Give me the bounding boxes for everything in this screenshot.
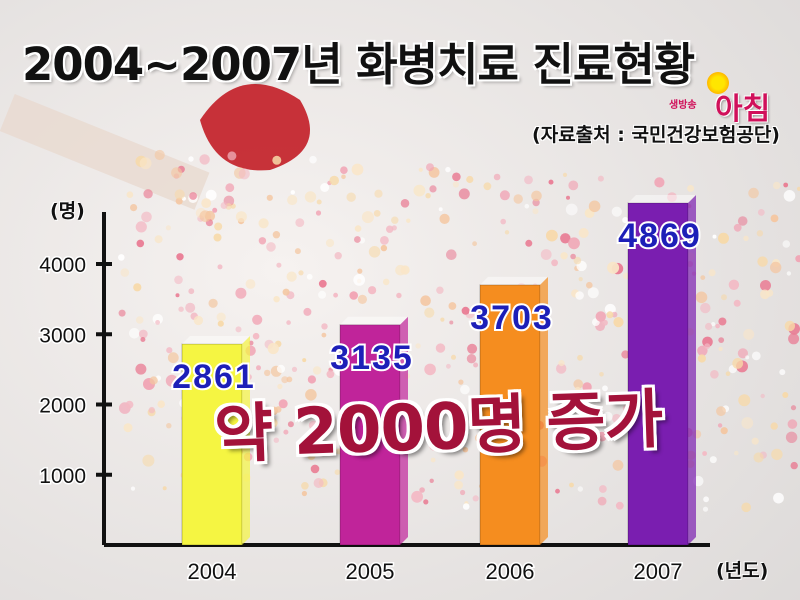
- bar-2005: [339, 324, 401, 546]
- bar-2007: [627, 202, 689, 546]
- bar-top-2005: [340, 316, 408, 325]
- bar-top-2006: [480, 276, 548, 285]
- y-tick-label: 2000: [39, 395, 86, 418]
- x-axis-unit: (년도): [716, 560, 769, 582]
- value-label-2005: 3135: [330, 339, 414, 377]
- y-tick-label: 4000: [39, 254, 86, 277]
- bar-2004: [181, 343, 243, 546]
- logo-main: 아침: [715, 92, 771, 127]
- bar-side-2007: [688, 194, 696, 545]
- y-tick-label: 1000: [39, 465, 86, 488]
- x-tick-label-2005: 2005: [346, 559, 395, 584]
- value-label-2006: 3703: [470, 299, 554, 337]
- program-logo: 생방송 아침: [665, 70, 785, 127]
- bar-side-2006: [540, 276, 548, 545]
- y-axis-unit: (명): [50, 200, 85, 222]
- value-label-2007: 4869: [618, 217, 702, 255]
- bar-2006: [479, 284, 541, 546]
- bar-top-2007: [628, 194, 696, 203]
- page-title: 2004~2007년 화병치료 진료현황: [22, 38, 695, 91]
- x-tick-label-2007: 2007: [634, 559, 683, 584]
- bar-side-2004: [242, 336, 250, 545]
- x-tick-label-2004: 2004: [188, 559, 237, 584]
- bar-top-2004: [182, 336, 250, 345]
- source-label: (자료출처 : 국민건강보험공단): [532, 124, 780, 146]
- value-label-2004: 2861: [172, 358, 256, 396]
- increase-callout: 약 2000명 증가: [213, 383, 664, 473]
- logo-sub: 생방송: [669, 100, 697, 111]
- bar-side-2005: [400, 316, 408, 545]
- sun-icon: [707, 72, 729, 94]
- y-tick-label: 3000: [39, 324, 86, 347]
- x-tick-label-2006: 2006: [486, 559, 535, 584]
